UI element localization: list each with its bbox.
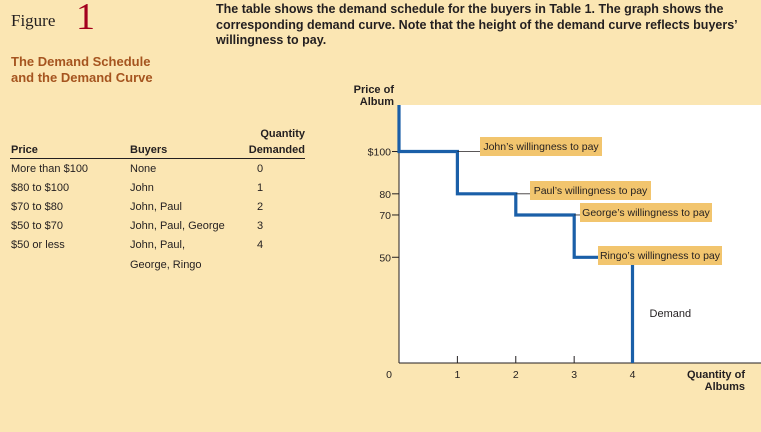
wtp-label-box: [598, 246, 722, 265]
wtp-label-box: [530, 181, 651, 200]
paul-wtp-label: Paul’s willingness to pay: [534, 185, 648, 197]
x-tick-label: 3: [571, 369, 577, 381]
row-2-buyers: John, Paul: [130, 201, 182, 213]
x-axis-title-line-1: Quantity of: [687, 369, 745, 381]
row-1-buyers: John: [130, 182, 154, 194]
x-tick-label: 0: [386, 369, 392, 381]
figure-title: The Demand Schedule and the Demand Curve: [11, 54, 201, 86]
x-tick-label: 4: [630, 369, 636, 381]
y-axis-title-line-2: Album: [360, 96, 394, 108]
demand-curve-chart: Price of Album $100 80 70 50 0 1 2 3 4 Quantity of A…: [340, 84, 761, 405]
header-quantity-line-1: Quantity: [260, 128, 305, 140]
figure-title-line-2: and the Demand Curve: [11, 70, 153, 85]
header-buyers: Buyers: [130, 144, 168, 156]
x-axis-title-line-2: Albums: [705, 381, 745, 393]
x-tick-label: 2: [513, 369, 519, 381]
row-1-price: $80 to $100: [11, 182, 70, 194]
figure-caption: The table shows the demand schedule for …: [216, 2, 737, 47]
row-2-price: $70 to $80: [11, 201, 63, 213]
x-tick-label: 1: [454, 369, 460, 381]
row-4-buyers-line-2: George, Ringo: [130, 259, 202, 271]
y-tick-label: $100: [368, 147, 392, 159]
y-tick-label: 50: [379, 252, 391, 264]
john-wtp-label: John’s willingness to pay: [483, 141, 599, 153]
header-quantity-line-2: Demanded: [248, 144, 305, 156]
row-4-price: $50 or less: [11, 239, 65, 251]
ringo-wtp-label: Ringo’s willingness to pay: [600, 250, 721, 262]
row-4-quantity: 4: [256, 239, 264, 251]
row-0-quantity: 0: [256, 163, 264, 175]
row-0-buyers: None: [130, 163, 157, 175]
wtp-label-box: [480, 137, 602, 156]
table-header-rule: [10, 158, 305, 159]
figure-title-line-1: The Demand Schedule: [11, 54, 151, 69]
george-wtp-label: George’s willingness to pay: [582, 207, 710, 219]
row-0-price: More than $100: [11, 163, 89, 175]
figure-number: 1: [76, 0, 95, 38]
row-3-quantity: 3: [256, 220, 264, 232]
row-3-buyers: John, Paul, George: [130, 220, 225, 232]
row-4-buyers: John, Paul,: [130, 239, 186, 251]
row-1-quantity: 1: [256, 182, 264, 194]
demand-curve-label: Demand: [650, 308, 692, 320]
y-tick-label: 70: [379, 210, 391, 222]
y-tick-label: 80: [379, 189, 391, 201]
row-3-price: $50 to $70: [11, 220, 63, 232]
header-price: Price: [11, 144, 38, 156]
wtp-label-box: [580, 203, 712, 222]
y-axis-title-line-1: Price of: [354, 84, 395, 96]
row-2-quantity: 2: [256, 201, 264, 213]
figure-label: Figure: [11, 11, 56, 30]
